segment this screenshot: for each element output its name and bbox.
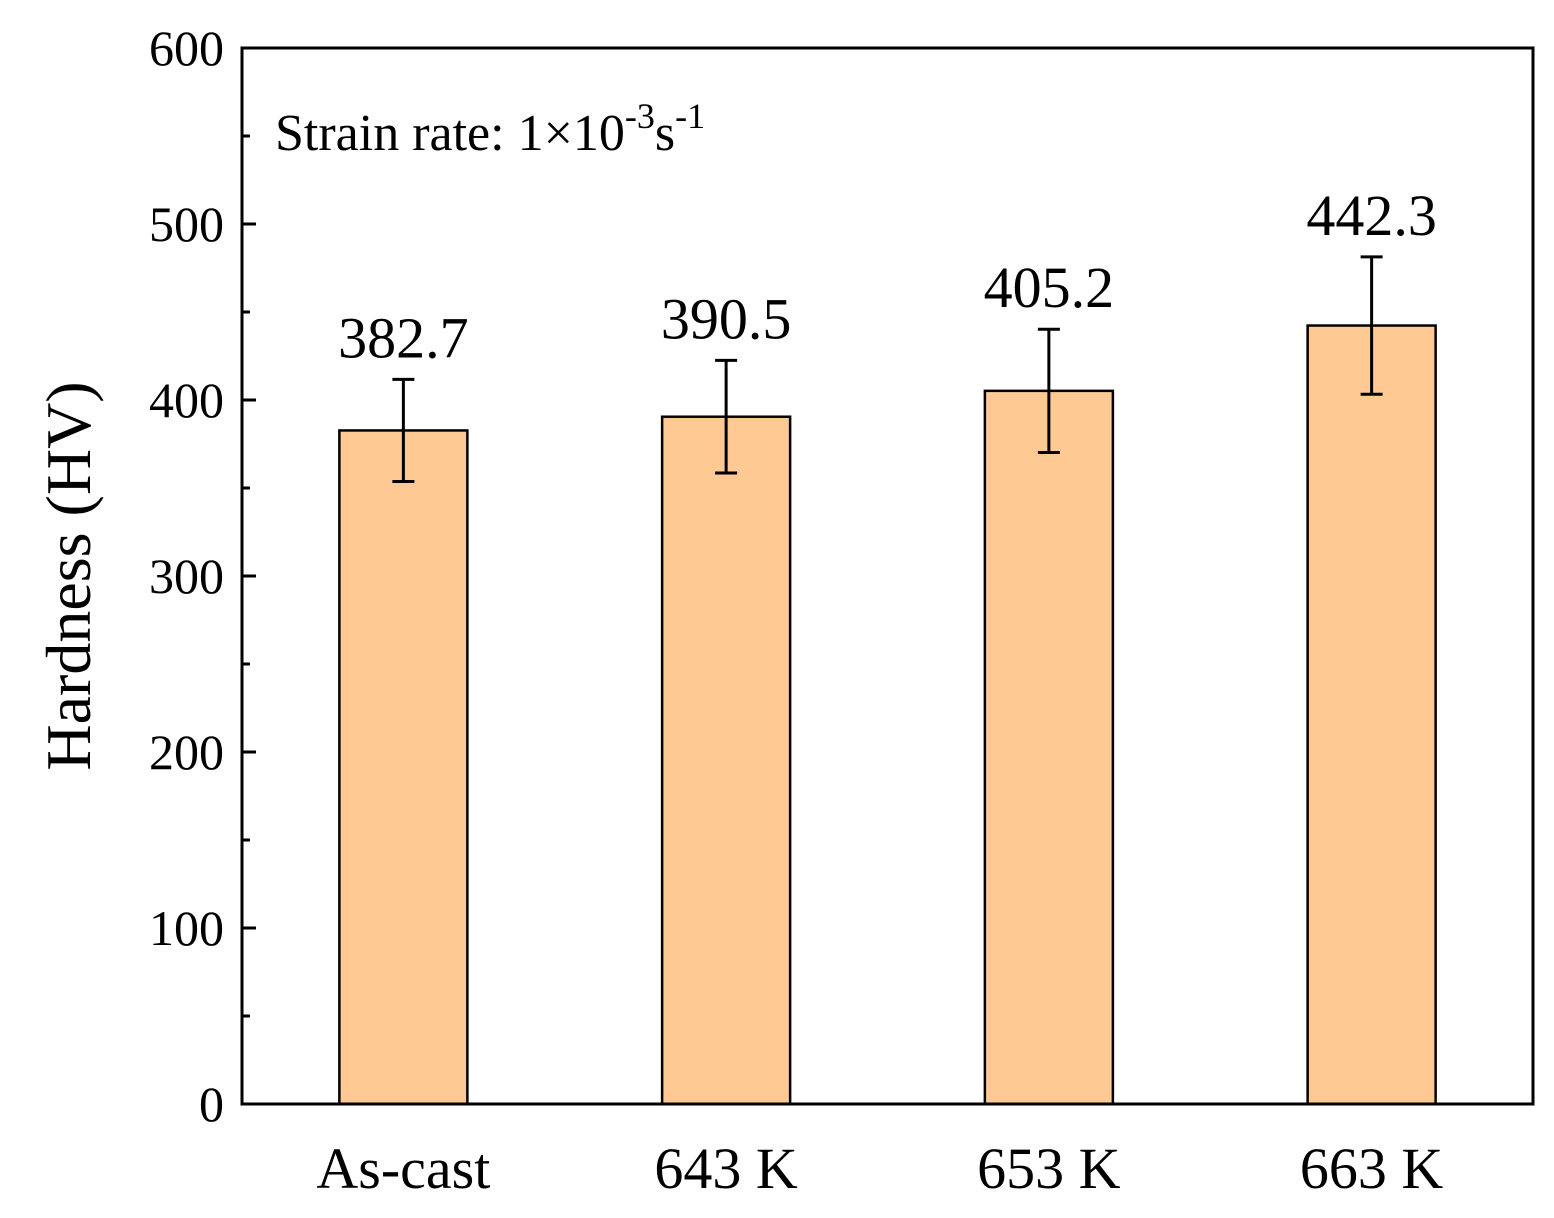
bar-1 — [660, 415, 792, 1106]
annotation-unit: s — [655, 105, 675, 162]
category-label-3: 663 K — [1300, 1136, 1444, 1201]
y-axis-ticks — [242, 46, 256, 1106]
annotation-exponent-2: -1 — [675, 96, 705, 136]
y-axis-label: Hardness (HV) — [33, 381, 104, 770]
y-tick-label-400: 400 — [149, 372, 224, 428]
category-label-0: As-cast — [316, 1136, 490, 1201]
bar-3 — [1306, 324, 1437, 1106]
category-label-1: 643 K — [654, 1136, 798, 1201]
labels-layer: 0 100 200 300 400 500 600 382.7 As-cast 390.5 643 … — [149, 20, 1443, 1201]
plot-frame — [240, 46, 1535, 1106]
annotation-prefix: Strain rate: 1×10 — [275, 105, 625, 162]
y-tick-label-600: 600 — [149, 20, 224, 76]
annotation-exponent-1: -3 — [625, 96, 655, 136]
y-tick-label-0: 0 — [199, 1076, 224, 1132]
error-bars-layer — [392, 255, 1383, 483]
category-label-2: 653 K — [977, 1136, 1121, 1201]
bar-2 — [983, 389, 1115, 1106]
value-label-0: 382.7 — [338, 305, 469, 370]
strain-rate-annotation: Strain rate: 1×10-3s-1 — [275, 96, 705, 162]
value-label-1: 390.5 — [661, 286, 792, 351]
value-label-2: 405.2 — [984, 255, 1115, 320]
bars-layer — [338, 324, 1437, 1106]
y-tick-label-500: 500 — [149, 196, 224, 252]
y-tick-label-200: 200 — [149, 724, 224, 780]
y-tick-label-100: 100 — [149, 900, 224, 956]
bar-0 — [338, 429, 469, 1106]
value-label-3: 442.3 — [1306, 183, 1437, 248]
y-tick-label-300: 300 — [149, 548, 224, 604]
